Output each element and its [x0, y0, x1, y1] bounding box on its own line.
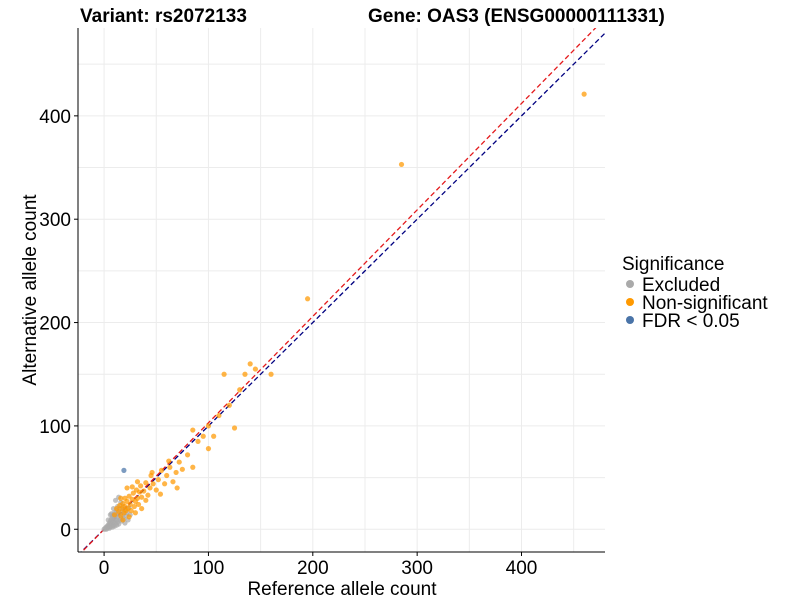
data-point: [190, 464, 196, 470]
data-point: [195, 438, 201, 445]
legend-key: [626, 298, 634, 306]
data-point: [268, 371, 274, 377]
legend-label: Non-significant: [642, 293, 768, 314]
data-point: [157, 491, 164, 497]
data-point: [252, 366, 259, 372]
y-tick-label: 200: [39, 314, 71, 335]
legend-key: [626, 316, 634, 324]
x-tick-label: 200: [297, 558, 329, 579]
data-point: [145, 492, 151, 498]
x-axis-title: Reference allele count: [247, 579, 437, 600]
data-point: [581, 91, 587, 97]
data-point: [150, 481, 156, 487]
data-point: [129, 484, 135, 490]
data-point: [134, 495, 141, 501]
legend-label: FDR < 0.05: [642, 311, 740, 332]
data-point: [132, 510, 138, 516]
reference-line: [80, 28, 597, 552]
ticks: 0 100 200 300 400 0 100 200 300 400: [39, 107, 537, 579]
data-point: [131, 503, 137, 510]
data-point: [126, 514, 132, 520]
data-point: [139, 505, 145, 512]
data-point: [167, 464, 173, 470]
x-tick-label: 300: [401, 558, 433, 579]
legend-label: Excluded: [642, 275, 720, 296]
x-tick-label: 0: [99, 558, 110, 579]
y-tick-label: 300: [39, 210, 71, 231]
data-point: [231, 425, 238, 431]
data-point: [128, 508, 134, 514]
data-point: [149, 469, 155, 476]
data-point: [105, 517, 111, 523]
data-point: [216, 412, 222, 419]
data-point: [304, 296, 311, 302]
data-point: [166, 458, 172, 464]
y-tick-label: 100: [39, 417, 71, 438]
data-point: [398, 161, 405, 168]
data-point: [226, 402, 232, 408]
series-non-significant: [111, 91, 587, 523]
y-axis-title: Alternative allele count: [20, 194, 41, 386]
x-tick-label: 100: [193, 558, 225, 579]
data-point: [141, 488, 147, 494]
reference-lines: [80, 28, 605, 552]
data-point: [139, 494, 145, 500]
data-point: [200, 433, 206, 439]
data-point: [173, 469, 179, 476]
data-point: [120, 517, 126, 523]
data-point: [136, 489, 143, 495]
data-point: [179, 466, 185, 472]
grid: [78, 28, 605, 552]
data-point: [174, 485, 180, 491]
axes: [77, 28, 605, 553]
legend: Significance ExcludedNon-significantFDR …: [622, 254, 768, 332]
data-point: [211, 433, 217, 439]
data-point: [143, 497, 149, 503]
data-point: [158, 467, 165, 473]
x-tick-label: 400: [506, 558, 538, 579]
data-point: [221, 371, 227, 377]
data-point: [237, 387, 243, 393]
data-point: [118, 495, 124, 501]
data-point: [111, 512, 118, 518]
data-point: [164, 472, 170, 479]
reference-line: [80, 32, 605, 552]
data-point: [138, 483, 144, 489]
data-point: [190, 427, 196, 433]
data-point: [155, 477, 161, 483]
data-point: [205, 423, 212, 429]
data-point: [205, 446, 212, 452]
legend-title: Significance: [622, 254, 724, 275]
data-point: [162, 481, 168, 487]
y-tick-label: 400: [39, 107, 71, 128]
data-point: [135, 501, 142, 508]
title-gene: Gene: OAS3 (ENSG00000111331): [368, 6, 665, 27]
data-point: [170, 479, 176, 485]
data-point: [247, 361, 253, 367]
y-tick-label: 0: [60, 520, 71, 541]
data-point: [242, 371, 248, 377]
data-point: [134, 479, 141, 485]
data-point: [184, 452, 191, 458]
data-point: [121, 467, 127, 473]
legend-key: [626, 280, 634, 288]
data-point: [176, 459, 182, 465]
series-fdr-0-05: [121, 467, 127, 473]
title-variant: Variant: rs2072133: [80, 6, 247, 27]
data-point: [143, 480, 149, 486]
data-point: [124, 485, 130, 491]
data-point: [127, 501, 133, 508]
data-point: [147, 485, 153, 491]
data-points: [101, 91, 587, 532]
data-point: [153, 487, 159, 493]
